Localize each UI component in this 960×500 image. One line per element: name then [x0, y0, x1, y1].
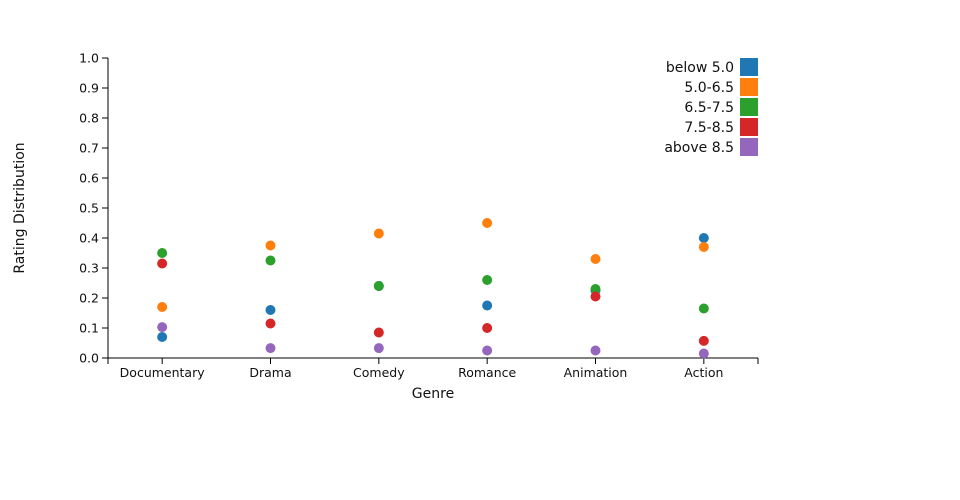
data-point: [373, 327, 384, 338]
data-point: [482, 300, 493, 311]
series-group: [157, 218, 709, 312]
legend-swatch: [740, 78, 758, 96]
data-point: [157, 302, 168, 312]
data-point: [698, 242, 709, 252]
data-point: [373, 228, 384, 239]
data-point: [157, 258, 168, 269]
legend-swatch: [740, 58, 758, 76]
y-tick-label: 0.5: [79, 201, 99, 216]
series-group: [157, 248, 709, 314]
x-tick-label: Action: [684, 365, 723, 380]
y-axis-title: Rating Distribution: [12, 142, 28, 273]
series-group: [157, 233, 709, 342]
data-point: [482, 323, 493, 333]
legend-label: 6.5-7.5: [684, 100, 734, 116]
data-point: [698, 335, 709, 346]
data-point: [482, 345, 493, 356]
data-point: [698, 348, 709, 359]
legend: below 5.0 5.0-6.5 6.5-7.5 7.5-8.5 above 8.5: [664, 58, 758, 156]
y-tick-label: 0.9: [79, 81, 99, 96]
y-tick-label: 0.6: [79, 171, 99, 186]
data-point: [265, 305, 276, 315]
data-point: [373, 343, 384, 354]
data-point: [590, 345, 601, 356]
x-tick-label: Romance: [458, 365, 516, 380]
data-point: [482, 275, 493, 285]
series-group: [157, 322, 709, 359]
legend-label: above 8.5: [664, 140, 734, 156]
legend-label: below 5.0: [666, 60, 734, 76]
y-tick-label: 0.4: [79, 231, 99, 246]
legend-swatch: [740, 138, 758, 156]
data-point: [590, 284, 601, 294]
y-axis: 0.0 0.1 0.2 0.3 0.4 0.5 0.6 0.7 0.8 0.9 1.0: [79, 51, 109, 366]
data-point: [157, 322, 168, 333]
y-tick-label: 1.0: [79, 51, 99, 66]
data-point: [157, 332, 168, 342]
data-point: [698, 233, 709, 243]
data-point: [482, 218, 493, 228]
data-point: [698, 303, 709, 314]
x-axis-title: Genre: [412, 386, 454, 402]
y-tick-label: 0.2: [79, 291, 99, 306]
y-tick-label: 0.7: [79, 141, 99, 156]
data-point: [373, 281, 384, 291]
legend-swatch: [740, 118, 758, 136]
data-points: [157, 218, 709, 359]
y-tick-label: 0.3: [79, 261, 99, 276]
x-tick-label: Drama: [249, 365, 291, 380]
data-point: [265, 240, 276, 251]
x-tick-label: Animation: [564, 365, 628, 380]
data-point: [590, 291, 601, 302]
y-tick-label: 0.1: [79, 321, 99, 336]
y-tick-label: 0.8: [79, 111, 99, 126]
data-point: [157, 248, 168, 258]
legend-swatch: [740, 98, 758, 116]
data-point: [265, 255, 276, 266]
legend-label: 7.5-8.5: [684, 120, 734, 136]
series-group: [157, 258, 709, 346]
legend-label: 5.0-6.5: [684, 80, 734, 96]
x-tick-label: Documentary: [120, 365, 206, 380]
y-tick-label: 0.0: [79, 351, 99, 366]
data-point: [590, 254, 601, 264]
x-tick-label: Comedy: [353, 365, 405, 380]
data-point: [265, 318, 276, 329]
data-point: [265, 343, 276, 354]
x-axis: Documentary Drama Comedy Romance Animation Ac…: [107, 357, 759, 380]
